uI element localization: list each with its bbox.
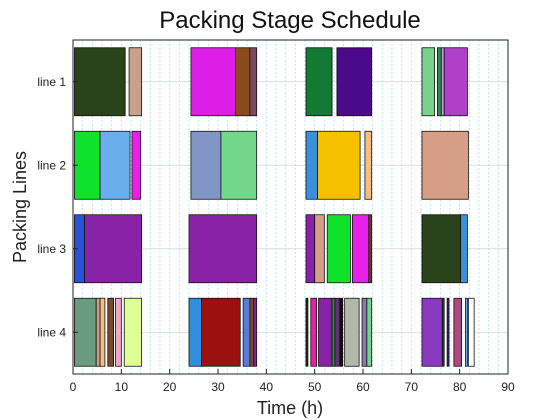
chart-title: Packing Stage Schedule [159, 7, 421, 34]
x-tick-label: 0 [70, 380, 77, 394]
task-bar [317, 130, 361, 200]
task-bar [344, 297, 360, 367]
y-tick-label: line 1 [37, 75, 66, 89]
y-tick-label: line 4 [37, 325, 66, 339]
task-bar [443, 47, 468, 117]
task-bar [326, 214, 351, 284]
task-bar [305, 214, 316, 284]
x-tick-label: 60 [356, 380, 370, 394]
y-axis-label: Packing Lines [10, 151, 30, 263]
task-bar [368, 214, 373, 284]
task-bar [99, 130, 131, 200]
task-bar [467, 297, 475, 367]
task-bar [249, 47, 258, 117]
task-bar [190, 47, 236, 117]
task-bar [188, 214, 258, 284]
task-bar [84, 214, 143, 284]
x-tick-label: 40 [260, 380, 274, 394]
task-bar [336, 47, 373, 117]
task-bar [74, 47, 126, 117]
task-bar [190, 130, 222, 200]
y-tick-label: line 3 [37, 242, 66, 256]
task-bar [364, 130, 373, 200]
task-bar [305, 47, 333, 117]
task-bar [366, 297, 373, 367]
task-bar [361, 297, 368, 367]
x-axis-label: Time (h) [257, 398, 323, 418]
task-bar [188, 297, 202, 367]
task-bar [314, 214, 325, 284]
task-bar [437, 47, 442, 117]
task-bar [128, 47, 143, 117]
x-tick-label: 70 [405, 380, 419, 394]
x-tick-label: 10 [115, 380, 129, 394]
task-bar [310, 297, 317, 367]
task-bar [351, 214, 370, 284]
x-axis-ticks: 0 10 20 30 40 50 60 70 80 90 [70, 369, 515, 394]
task-bars [74, 47, 475, 367]
task-bar [74, 130, 101, 200]
task-bar [465, 297, 468, 367]
x-tick-label: 20 [163, 380, 177, 394]
task-bar [441, 297, 445, 367]
task-bar [446, 297, 450, 367]
task-bar [99, 297, 106, 367]
task-bar [421, 297, 443, 367]
task-bar [421, 130, 469, 200]
task-bar [305, 130, 318, 200]
task-bar [249, 297, 255, 367]
task-bar [131, 130, 142, 200]
task-bar [318, 297, 333, 367]
x-tick-label: 50 [308, 380, 322, 394]
task-bar [123, 297, 143, 367]
task-bar [421, 47, 435, 117]
task-bar [115, 297, 122, 367]
task-bar [253, 297, 258, 367]
task-bar [339, 297, 344, 367]
task-bar [421, 214, 462, 284]
plot-frame [72, 39, 509, 375]
task-bar [305, 297, 309, 367]
x-tick-label: 30 [211, 380, 225, 394]
x-tick-label: 80 [453, 380, 467, 394]
task-bar [201, 297, 241, 367]
task-bar [234, 47, 251, 117]
task-bar [242, 297, 251, 367]
task-bar [107, 297, 115, 367]
task-bar [453, 297, 463, 367]
task-bar [95, 297, 101, 367]
task-bar [440, 47, 445, 117]
task-bar [220, 130, 258, 200]
task-bar [334, 297, 341, 367]
y-tick-label: line 2 [37, 158, 66, 172]
y-axis-ticks: line 1 line 2 line 3 line 4 [37, 75, 78, 339]
x-tick-label: 90 [501, 380, 515, 394]
task-bar [460, 214, 468, 284]
task-bar [331, 297, 336, 367]
